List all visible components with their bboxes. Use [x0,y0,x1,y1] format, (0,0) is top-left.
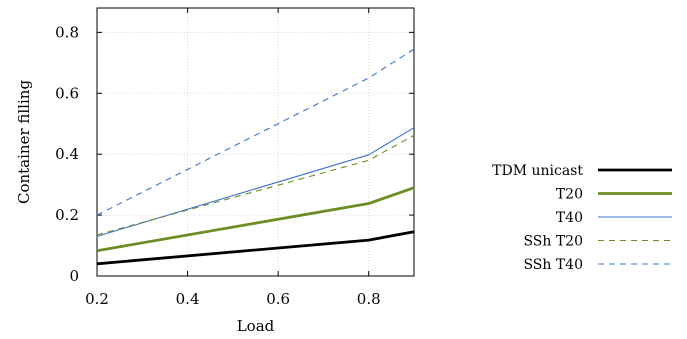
series-lines [96,48,415,266]
x-tick-label: 0.2 [85,290,109,308]
series-line-2 [96,127,415,237]
axis-ticks: 0.2 0.4 0.6 0.8 0 0.2 0.4 0.6 0.8 [55,8,414,308]
legend-label: T40 [556,210,583,226]
series-line-1 [96,186,415,253]
y-tick-label: 0.4 [55,145,79,163]
series-line-4 [96,48,415,216]
x-tick-label: 0.6 [266,290,290,308]
series-line-3 [96,134,415,236]
legend-label: SSh T20 [523,234,583,250]
x-tick-label: 0.4 [176,290,200,308]
legend-label: TDM unicast [492,163,583,179]
y-tick-label: 0.6 [55,84,79,102]
grid [96,8,414,277]
legend-label: T20 [556,187,583,203]
y-tick-label: 0.8 [55,23,79,41]
legend-label: SSh T40 [523,257,583,273]
series-line-0 [96,230,415,266]
y-tick-label: 0.2 [55,206,79,224]
x-axis-label: Load [237,317,275,335]
plot-frame [96,7,415,277]
x-tick-label: 0.8 [357,290,381,308]
y-tick-label: 0 [69,267,79,285]
legend: TDM unicast T20 T40 SSh T20 SSh T40 [492,163,672,273]
y-axis-label: Container filling [15,80,33,204]
